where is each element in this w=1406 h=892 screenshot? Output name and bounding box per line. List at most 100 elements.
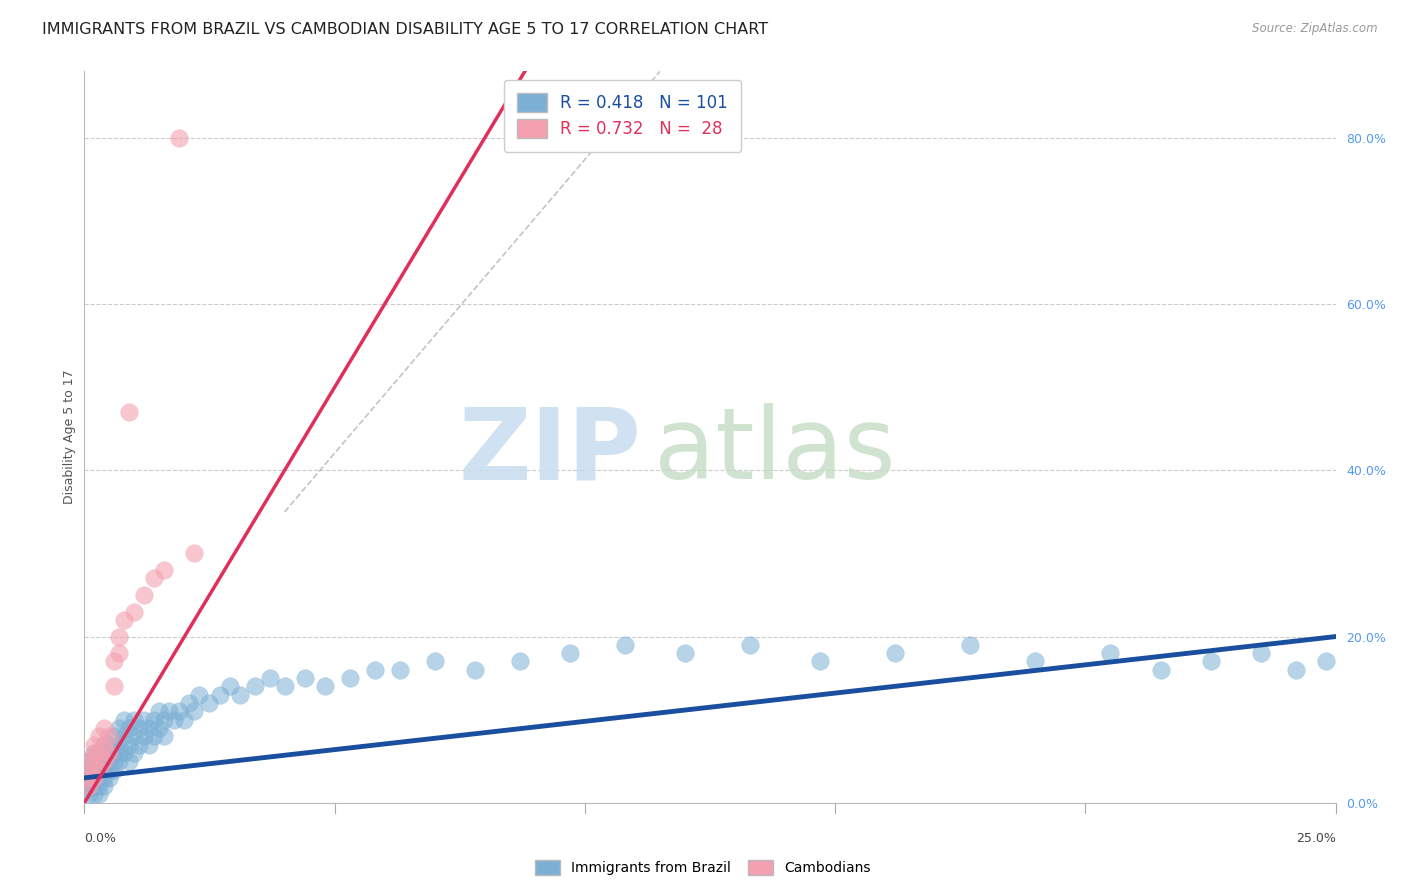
Point	[259, 671, 281, 685]
Point	[134, 729, 156, 743]
Point	[79, 754, 101, 768]
Point	[159, 705, 181, 719]
Point	[243, 680, 266, 694]
Y-axis label: Disability Age 5 to 17: Disability Age 5 to 17	[63, 370, 76, 504]
Point	[103, 763, 125, 777]
Point	[363, 663, 385, 677]
Text: atlas: atlas	[654, 403, 896, 500]
Point	[339, 671, 361, 685]
Point	[112, 729, 135, 743]
Point	[464, 663, 486, 677]
Point	[83, 746, 105, 760]
Point	[183, 546, 205, 560]
Text: 0.0%: 0.0%	[84, 832, 117, 845]
Point	[79, 763, 101, 777]
Point	[558, 646, 581, 660]
Point	[1099, 646, 1122, 660]
Point	[103, 746, 125, 760]
Point	[509, 655, 531, 669]
Point	[108, 630, 131, 644]
Point	[1199, 655, 1222, 669]
Point	[148, 721, 170, 735]
Point	[124, 729, 146, 743]
Point	[124, 746, 146, 760]
Point	[153, 729, 176, 743]
Point	[83, 779, 105, 793]
Point	[314, 680, 336, 694]
Point	[124, 713, 146, 727]
Point	[93, 746, 115, 760]
Point	[169, 131, 191, 145]
Point	[93, 763, 115, 777]
Point	[79, 779, 101, 793]
Point	[83, 779, 105, 793]
Point	[423, 655, 446, 669]
Point	[124, 605, 146, 619]
Point	[1250, 646, 1272, 660]
Point	[228, 688, 250, 702]
Point	[134, 588, 156, 602]
Point	[98, 746, 121, 760]
Point	[103, 754, 125, 768]
Point	[118, 405, 141, 419]
Point	[138, 721, 160, 735]
Point	[118, 754, 141, 768]
Point	[128, 738, 150, 752]
Point	[179, 696, 201, 710]
Point	[89, 763, 111, 777]
Point	[93, 738, 115, 752]
Point	[884, 646, 907, 660]
Point	[79, 754, 101, 768]
Point	[83, 754, 105, 768]
Point	[738, 638, 761, 652]
Point	[118, 721, 141, 735]
Point	[89, 779, 111, 793]
Point	[89, 763, 111, 777]
Text: IMMIGRANTS FROM BRAZIL VS CAMBODIAN DISABILITY AGE 5 TO 17 CORRELATION CHART: IMMIGRANTS FROM BRAZIL VS CAMBODIAN DISA…	[42, 22, 768, 37]
Point	[83, 754, 105, 768]
Text: Source: ZipAtlas.com: Source: ZipAtlas.com	[1253, 22, 1378, 36]
Point	[294, 671, 316, 685]
Point	[112, 713, 135, 727]
Point	[112, 613, 135, 627]
Point	[188, 688, 211, 702]
Point	[93, 779, 115, 793]
Point	[108, 754, 131, 768]
Point	[183, 705, 205, 719]
Point	[83, 738, 105, 752]
Point	[98, 763, 121, 777]
Point	[959, 638, 981, 652]
Point	[108, 738, 131, 752]
Point	[198, 696, 221, 710]
Point	[1024, 655, 1046, 669]
Point	[148, 705, 170, 719]
Point	[93, 771, 115, 785]
Point	[93, 738, 115, 752]
Point	[163, 713, 186, 727]
Point	[89, 788, 111, 802]
Point	[1285, 663, 1308, 677]
Point	[673, 646, 696, 660]
Point	[89, 771, 111, 785]
Text: ZIP: ZIP	[458, 403, 641, 500]
Point	[613, 638, 636, 652]
Point	[138, 738, 160, 752]
Point	[89, 754, 111, 768]
Point	[98, 754, 121, 768]
Point	[388, 663, 411, 677]
Point	[1334, 646, 1357, 660]
Point	[79, 771, 101, 785]
Point	[79, 788, 101, 802]
Point	[98, 738, 121, 752]
Point	[808, 655, 831, 669]
Point	[79, 771, 101, 785]
Point	[218, 680, 240, 694]
Point	[1149, 663, 1171, 677]
Point	[208, 688, 231, 702]
Point	[98, 771, 121, 785]
Legend: Immigrants from Brazil, Cambodians: Immigrants from Brazil, Cambodians	[530, 855, 876, 880]
Point	[93, 721, 115, 735]
Point	[98, 746, 121, 760]
Point	[103, 729, 125, 743]
Legend: R = 0.418   N = 101, R = 0.732   N =  28: R = 0.418 N = 101, R = 0.732 N = 28	[503, 79, 741, 152]
